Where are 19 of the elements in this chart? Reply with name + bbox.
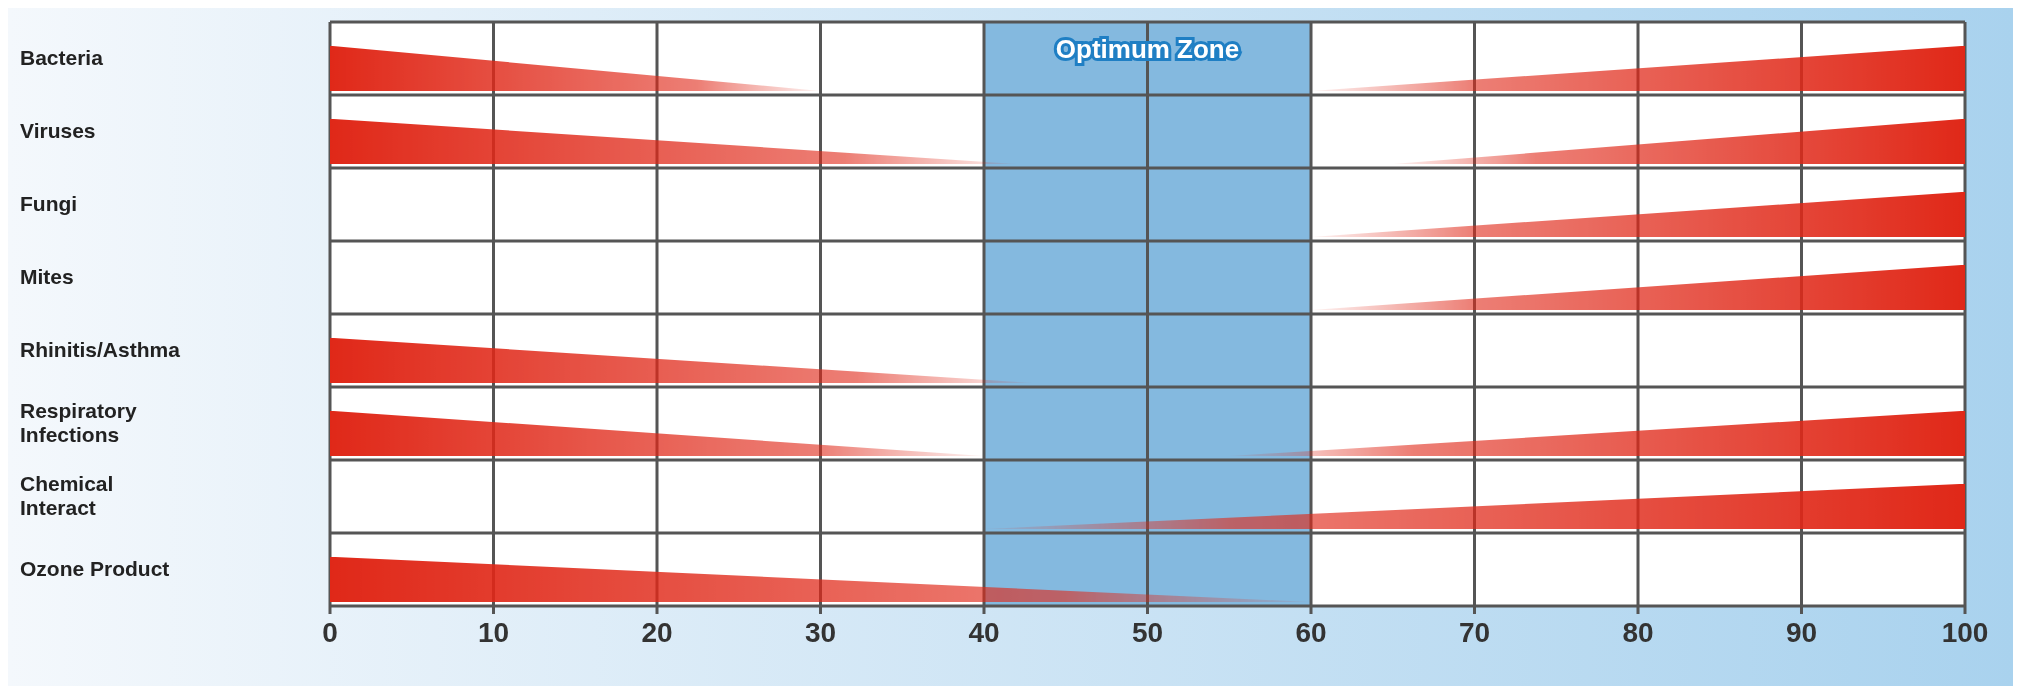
y-tick-label: Mites [20, 264, 74, 288]
x-tick-label: 90 [1785, 617, 1818, 648]
y-tick-label: Ozone Product [20, 556, 170, 580]
x-tick-label: 10 [477, 617, 510, 648]
x-tick-label: 20 [641, 617, 673, 648]
y-tick-label: Viruses [20, 118, 96, 142]
x-tick-label: 60 [1295, 617, 1327, 648]
x-tick-label: 100 [1941, 617, 1989, 648]
x-tick-label: 80 [1622, 617, 1654, 648]
y-tick-label: Respiratory Infections [20, 398, 138, 446]
y-tick-label: Fungi [20, 191, 78, 215]
x-tick-label: 50 [1131, 617, 1164, 648]
y-tick-label: Bacteria [20, 45, 104, 69]
x-tick-label: 70 [1458, 617, 1491, 648]
y-tick-label: Chemical Interact [20, 471, 114, 519]
x-tick-label: 40 [968, 617, 1000, 648]
x-tick-label: 30 [804, 617, 837, 648]
y-tick-label: Rhinitis/Asthma [20, 337, 181, 361]
x-tick-label: 0 [322, 617, 338, 648]
